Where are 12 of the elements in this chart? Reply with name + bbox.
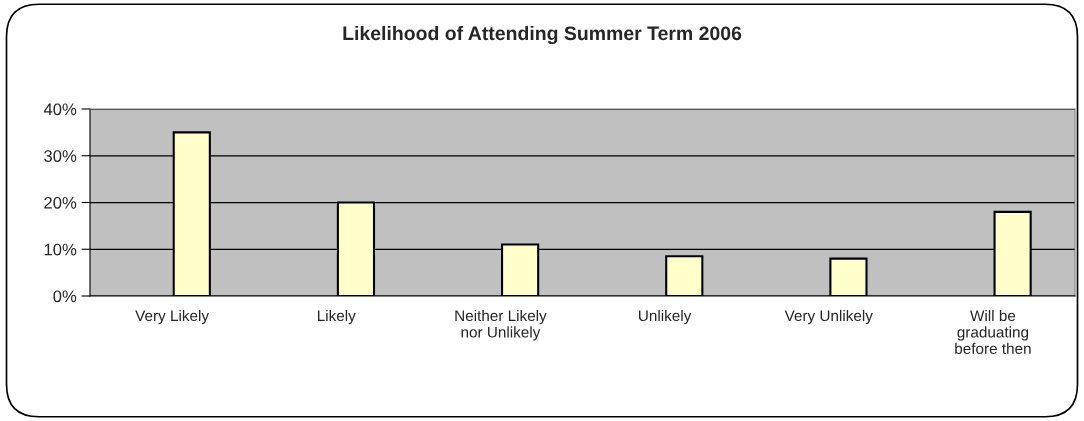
- x-tick-label: Likely: [317, 309, 356, 325]
- y-tick-label: 20%: [44, 196, 77, 209]
- y-tick-label: 0%: [53, 290, 77, 303]
- y-tick-label: 40%: [43, 103, 77, 116]
- x-tick-label: Neither Likely nor Unlikely: [455, 309, 547, 341]
- x-tick-label: Will be graduating before then: [955, 309, 1031, 355]
- chart-title: Likelihood of Attending Summer Term 2006: [343, 25, 742, 45]
- y-tick-label: 30%: [44, 150, 77, 162]
- x-tick-label: Very Likely: [135, 309, 209, 325]
- y-tick-label: 10%: [44, 243, 77, 256]
- x-tick-label: Unlikely: [639, 309, 692, 325]
- x-tick-label: Very Unlikely: [784, 309, 873, 325]
